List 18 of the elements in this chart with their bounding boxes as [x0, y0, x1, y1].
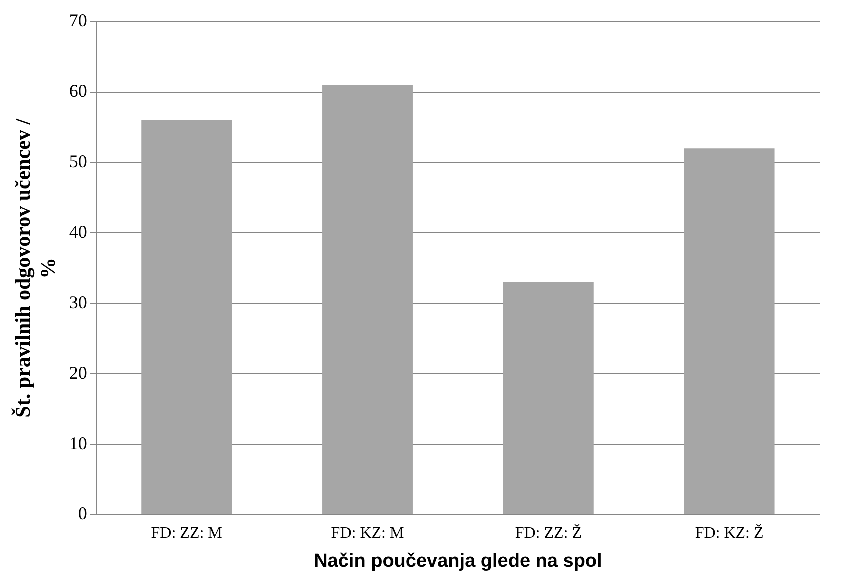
y-tick-label: 20 [69, 362, 88, 383]
y-tick-label: 40 [69, 222, 88, 242]
y-tick-label: 50 [69, 151, 88, 172]
x-tick-label: FD: KZ: Ž [695, 524, 764, 542]
bar [322, 85, 413, 514]
y-tick-label: 60 [69, 80, 88, 101]
x-tick-label: FD: ZZ: M [151, 524, 222, 542]
y-tick-label: 70 [69, 10, 88, 31]
bar [503, 282, 594, 514]
x-tick-label: FD: KZ: M [331, 524, 404, 542]
y-tick-label: 0 [78, 504, 88, 524]
bar [684, 148, 775, 514]
x-tick-label: FD: ZZ: Ž [515, 524, 582, 542]
x-axis-title: Način poučevanja glede na spol [314, 550, 602, 572]
y-tick-label: 30 [69, 292, 88, 312]
y-tick-label: 10 [69, 433, 88, 454]
y-axis-title: Št. pravilnih odgovorov učencev / % [11, 118, 60, 418]
bar [142, 120, 232, 514]
